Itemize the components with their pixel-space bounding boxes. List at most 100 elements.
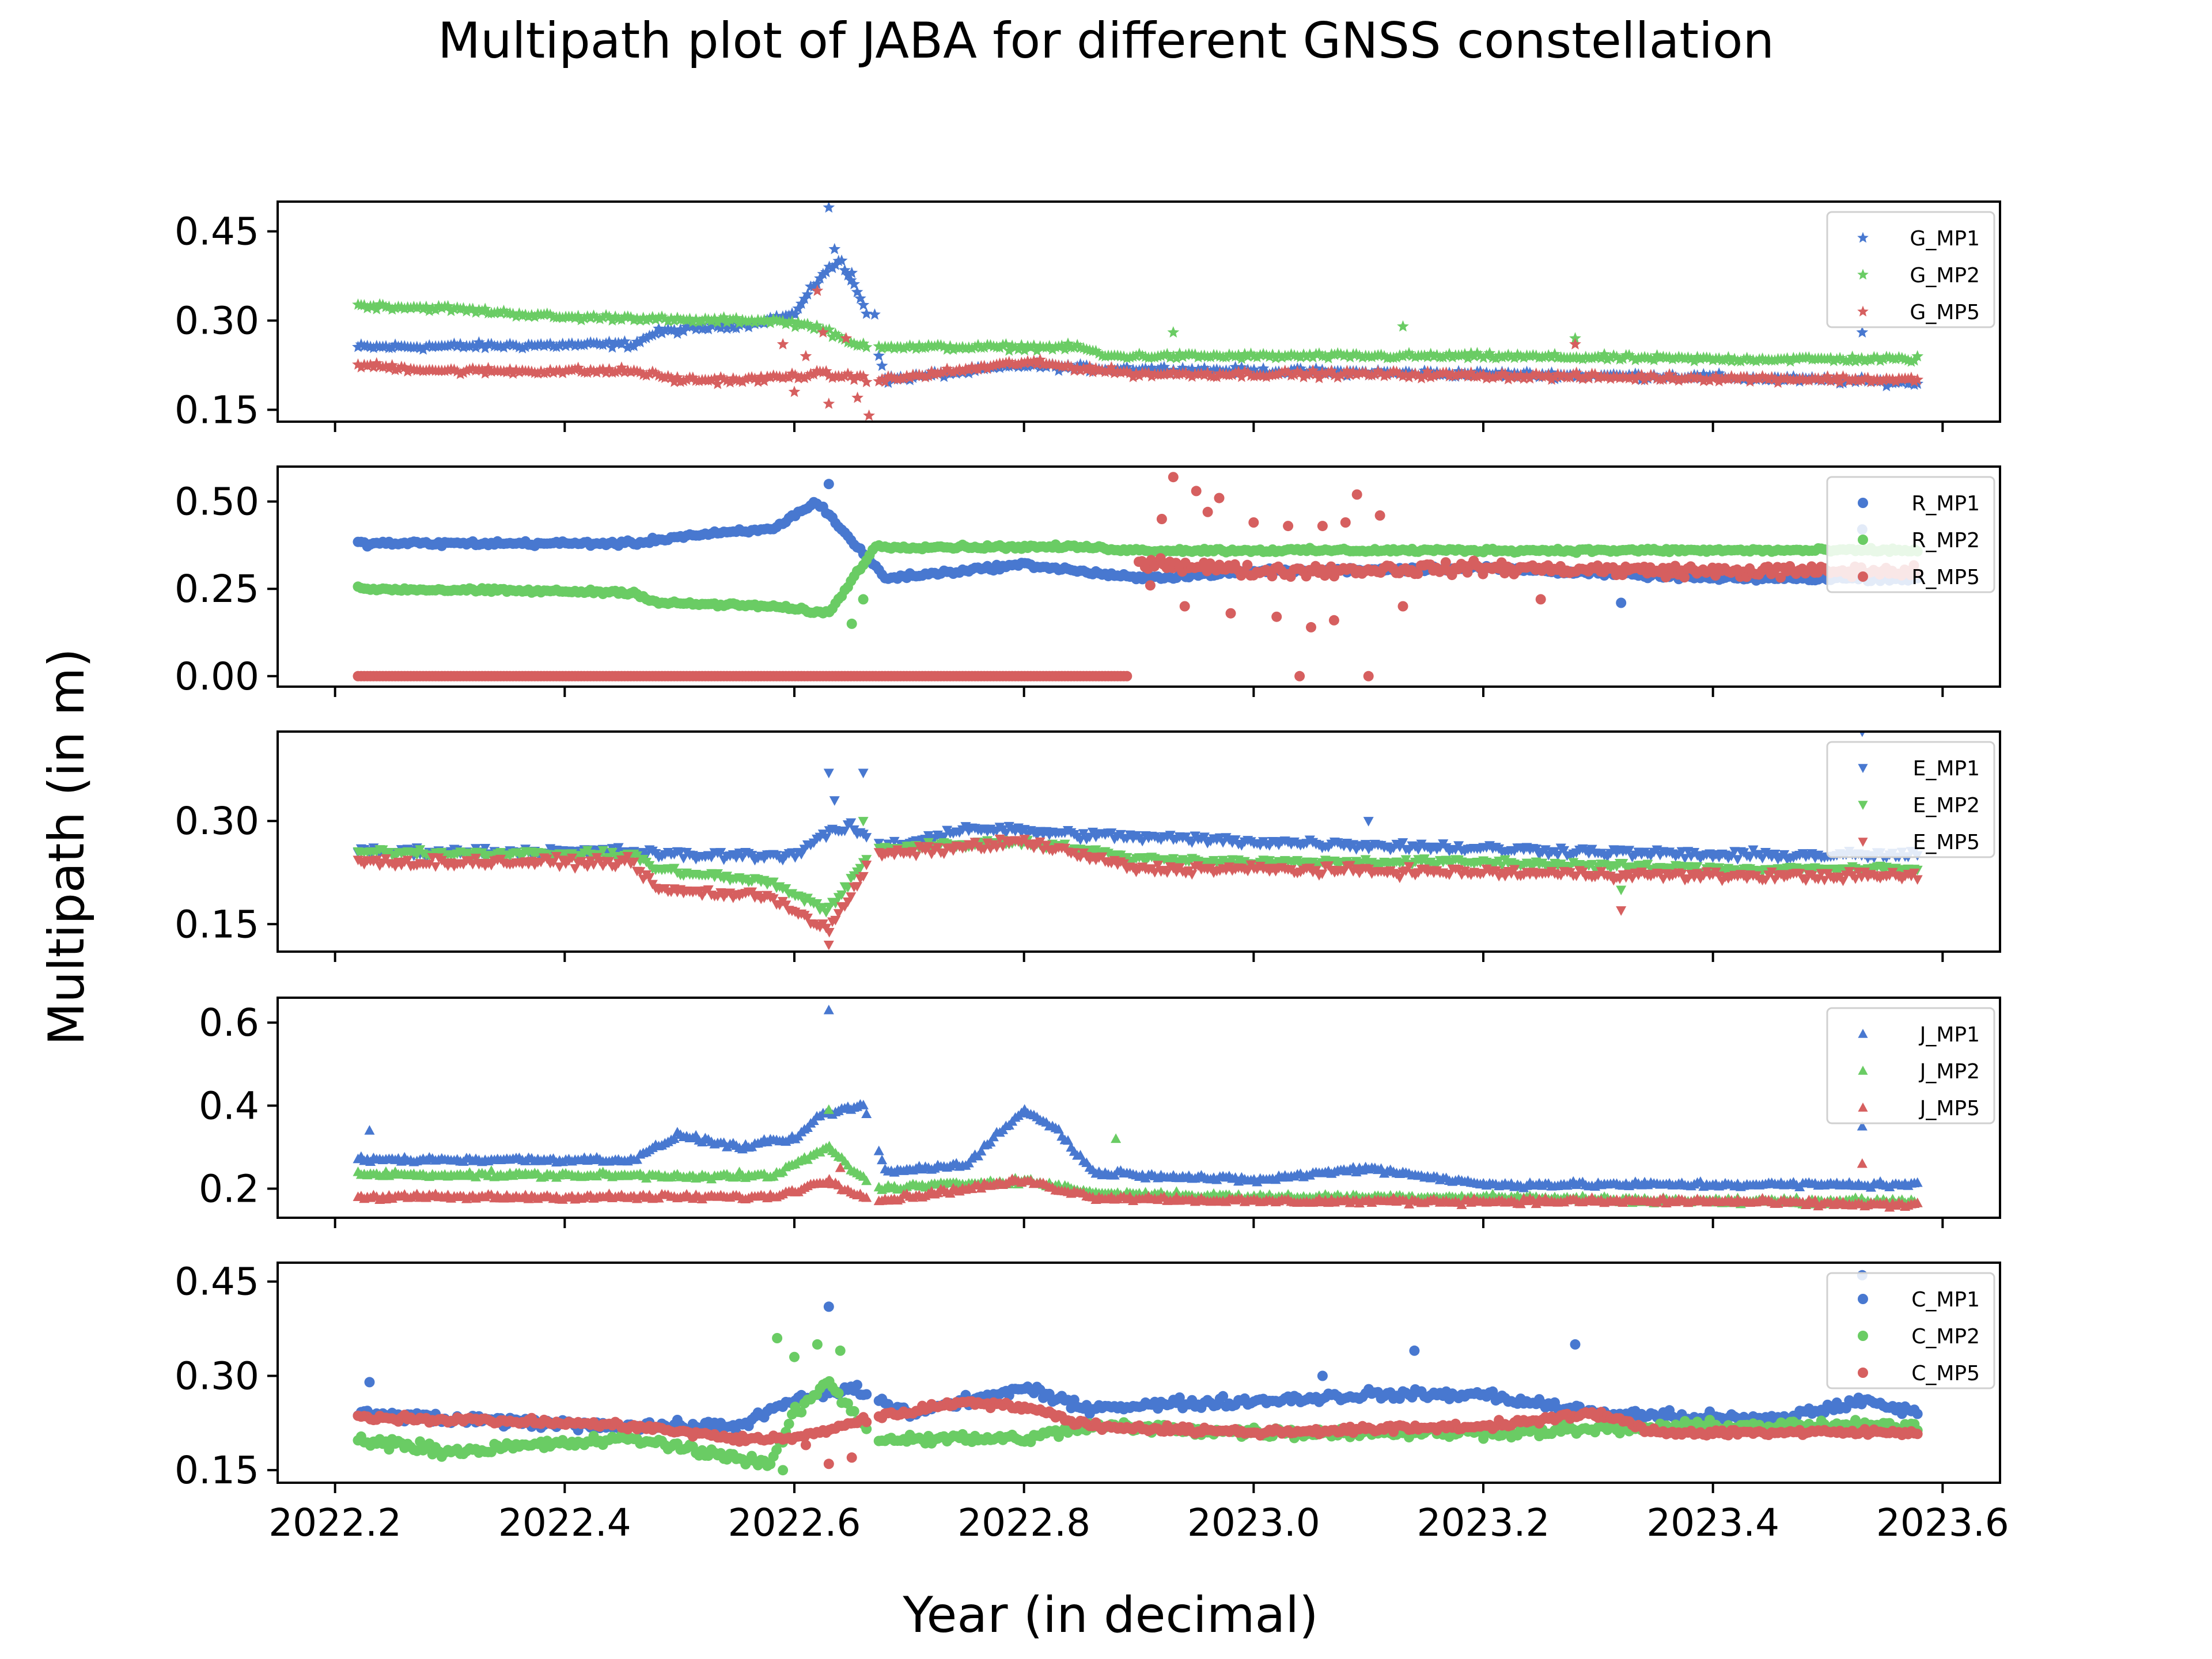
point-G_MP1	[615, 338, 628, 350]
point-E_MP5	[1187, 870, 1198, 880]
point-G_MP2	[801, 317, 814, 329]
point-G_MP5	[671, 371, 684, 382]
point-G_MP1	[389, 338, 402, 350]
point-G_MP5	[1763, 373, 1775, 385]
point-G_MP2	[792, 316, 805, 328]
point-G_MP2	[1043, 340, 1056, 351]
point-G_MP2	[1874, 354, 1887, 366]
point-G_MP5	[1347, 366, 1359, 377]
point-G_MP2	[1421, 350, 1434, 362]
point-G_MP5	[709, 372, 721, 384]
point-G_MP2	[882, 341, 895, 353]
point-G_MP5	[1325, 365, 1338, 376]
point-G_MP5	[1613, 372, 1626, 384]
point-G_MP5	[1821, 370, 1834, 382]
point-E_MP5	[1153, 861, 1164, 870]
point-E_MP5	[861, 861, 872, 870]
point-G_MP2	[389, 302, 402, 313]
point-G_MP5	[1911, 373, 1924, 385]
point-G_MP2	[544, 308, 556, 320]
point-G_MP5	[1344, 369, 1357, 380]
point-G_MP5	[956, 365, 969, 377]
point-G_MP2	[1669, 352, 1682, 363]
point-R_MP5	[1775, 572, 1786, 583]
point-E_MP5	[991, 843, 1002, 853]
point-G_MP2	[377, 298, 389, 310]
point-G_MP2	[1477, 351, 1490, 363]
point-G_MP2	[631, 312, 643, 324]
point-J_MP1	[858, 1100, 869, 1109]
point-G_MP2	[978, 341, 991, 353]
point-G_MP5	[612, 365, 624, 377]
point-G_MP2	[1241, 350, 1254, 362]
point-G_MP5	[1391, 365, 1403, 377]
point-E_MP1	[1075, 835, 1086, 846]
point-G_MP2	[1294, 351, 1307, 363]
point-E_MP5	[566, 853, 577, 863]
point-G_MP2	[417, 302, 429, 315]
point-E_MP5	[830, 915, 841, 926]
point-G_MP1	[501, 339, 513, 351]
point-G_MP2	[513, 307, 525, 319]
point-G_MP1	[810, 277, 823, 289]
point-G_MP5	[1105, 361, 1118, 373]
point-G_MP5	[554, 364, 566, 376]
point-G_MP2	[1889, 353, 1902, 365]
point-G_MP5	[863, 409, 875, 421]
point-E_MP1	[889, 836, 900, 847]
point-G_MP2	[1443, 347, 1456, 359]
point-G_MP1	[839, 264, 851, 276]
point-G_MP1	[355, 338, 368, 350]
point-G_MP1	[352, 340, 364, 353]
point-G_MP2	[1877, 353, 1889, 365]
point-G_MP1	[659, 324, 671, 336]
point-E_MP5	[1243, 866, 1253, 877]
point-R_MP5	[1294, 671, 1305, 681]
point-G_MP2	[1468, 350, 1480, 362]
point-R_MP5	[1679, 572, 1690, 583]
point-E_MP1	[1531, 844, 1541, 854]
point-G_MP5	[1272, 368, 1285, 380]
point-G_MP5	[1226, 369, 1238, 380]
point-G_MP1	[451, 340, 464, 352]
point-G_MP5	[541, 366, 554, 378]
point-G_MP5	[801, 370, 814, 382]
point-G_MP5	[1802, 374, 1815, 386]
point-G_MP2	[1000, 338, 1012, 350]
point-G_MP5	[1096, 363, 1108, 376]
point-G_MP2	[1651, 349, 1663, 361]
point-G_MP2	[1685, 353, 1698, 365]
point-G_MP1	[801, 288, 814, 300]
point-G_MP5	[1381, 369, 1393, 380]
point-G_MP5	[718, 373, 730, 385]
point-G_MP5	[1359, 366, 1372, 378]
point-G_MP1	[535, 338, 547, 350]
point-G_MP5	[370, 357, 383, 369]
point-G_MP2	[786, 315, 798, 327]
point-G_MP1	[640, 332, 653, 343]
point-G_MP5	[981, 362, 994, 374]
point-G_MP2	[860, 340, 873, 353]
point-G_MP1	[1856, 326, 1869, 338]
point-E_MP5	[1912, 875, 1923, 885]
point-G_MP1	[559, 339, 572, 351]
series-G_MP5	[352, 284, 1924, 421]
point-G_MP2	[1512, 348, 1524, 360]
point-G_MP5	[1065, 361, 1077, 373]
point-G_MP5	[777, 372, 789, 384]
point-J_MP1	[669, 1133, 680, 1143]
point-G_MP5	[1130, 367, 1142, 379]
point-G_MP5	[1477, 368, 1490, 380]
point-G_MP5	[1824, 374, 1837, 387]
point-G_MP5	[798, 372, 810, 384]
point-G_MP2	[398, 302, 411, 314]
point-R_MP5	[1317, 521, 1328, 532]
point-G_MP2	[947, 343, 960, 355]
point-G_MP2	[888, 342, 900, 354]
point-E_MP5	[1344, 861, 1355, 871]
point-G_MP2	[749, 316, 761, 328]
legend-marker-E_MP5	[1858, 838, 1868, 847]
point-E_MP2	[861, 855, 872, 865]
point-G_MP1	[668, 324, 680, 335]
